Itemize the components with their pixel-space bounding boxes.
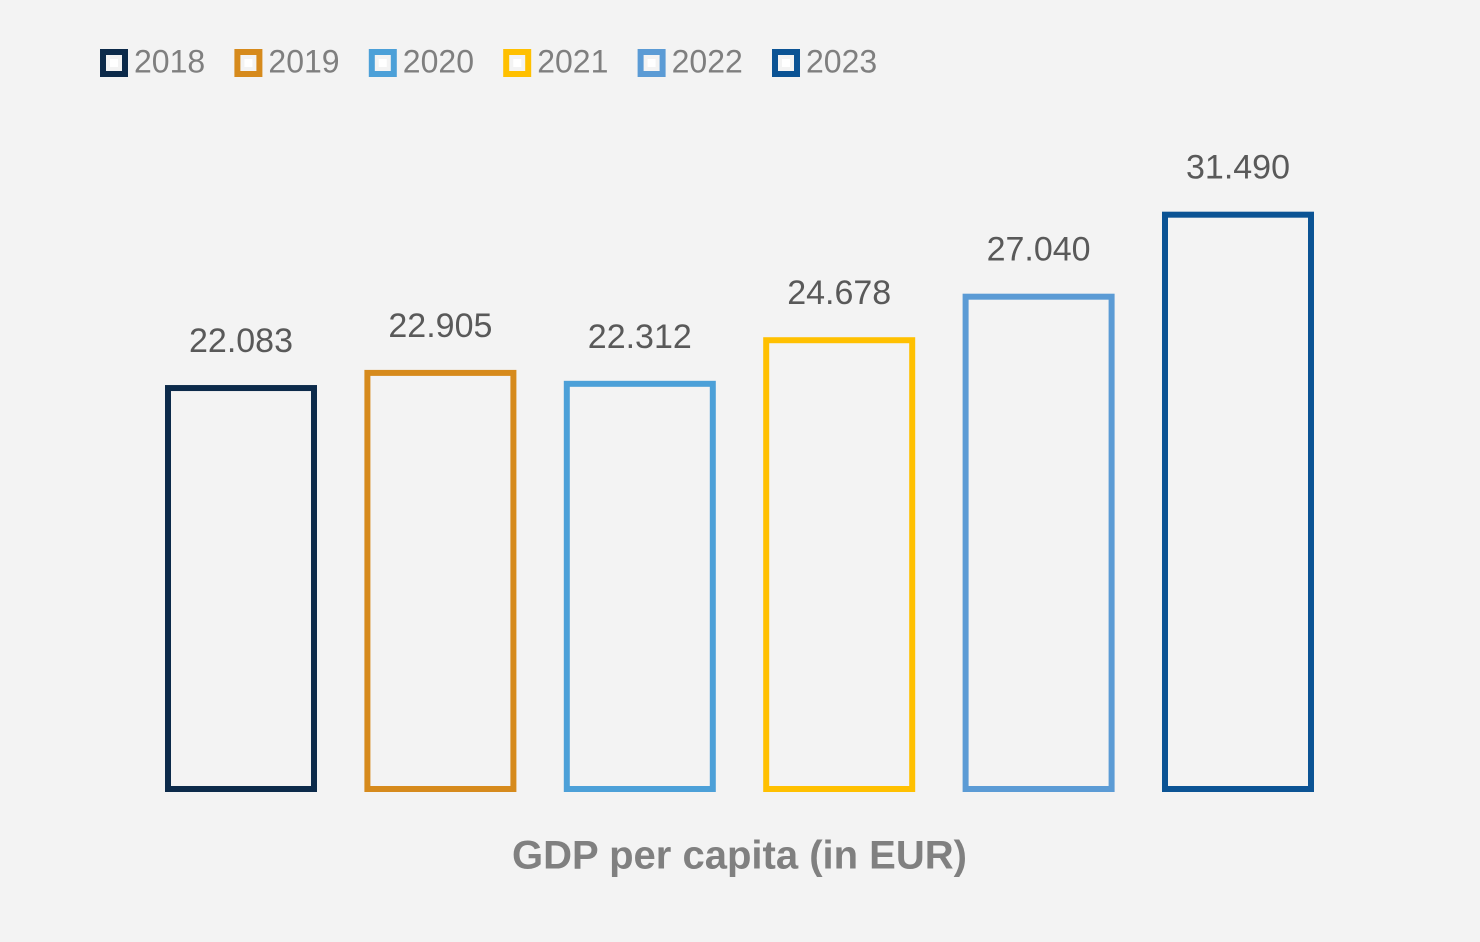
bar <box>165 385 317 792</box>
legend-text: 2018 <box>134 43 205 79</box>
legend-text: 2019 <box>268 43 339 79</box>
legend-marker <box>368 49 397 77</box>
legend-marker <box>100 49 128 77</box>
legend-marker <box>234 49 263 77</box>
x-tick-label: GDP per capita (in EUR) <box>512 834 967 878</box>
value-label: 24.678 <box>787 274 891 312</box>
legend-text: 2022 <box>672 43 743 79</box>
legend-marker <box>772 49 800 77</box>
legend-marker-inner <box>782 59 790 67</box>
legend-marker <box>503 49 532 77</box>
legend-text: 2023 <box>806 43 877 79</box>
value-label: 22.083 <box>189 322 293 360</box>
value-label: 31.490 <box>1186 149 1290 187</box>
bar <box>763 337 916 792</box>
legend-marker <box>637 49 666 77</box>
bar <box>962 293 1115 792</box>
value-label: 22.905 <box>388 307 492 345</box>
bar <box>563 380 716 792</box>
value-label: 27.040 <box>987 231 1091 269</box>
bar <box>364 369 517 792</box>
value-label: 22.312 <box>588 318 692 356</box>
legend-marker-inner <box>513 59 522 67</box>
legend-text: 2021 <box>537 43 608 79</box>
legend-text: 2020 <box>403 43 474 79</box>
bar <box>1162 211 1314 793</box>
legend-marker-inner <box>244 59 253 67</box>
legend-marker-inner <box>378 59 387 67</box>
legend-marker-inner <box>110 59 118 67</box>
legend-marker-inner <box>647 59 656 67</box>
